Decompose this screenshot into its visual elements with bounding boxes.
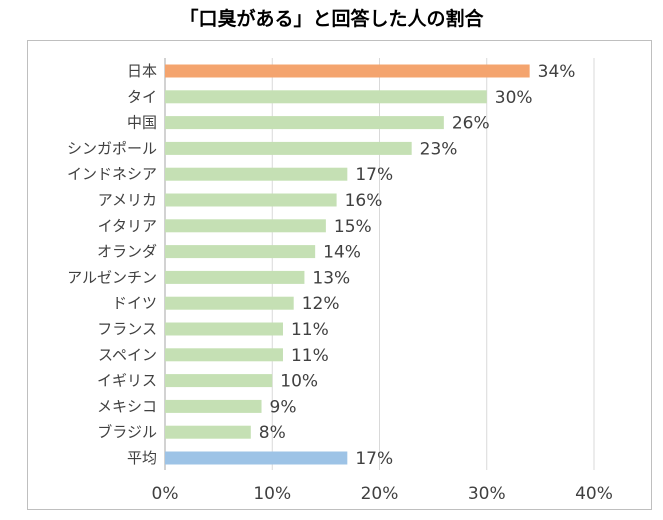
category-label: スペイン: [98, 346, 157, 364]
data-label: 15%: [334, 217, 372, 237]
category-label: 平均: [127, 449, 157, 467]
bar: [165, 90, 487, 104]
bar: [165, 451, 348, 465]
category-label: アメリカ: [98, 191, 157, 209]
category-label: インドネシア: [67, 165, 157, 183]
bar: [165, 141, 412, 155]
x-tick-label: 20%: [361, 484, 399, 504]
category-label: タイ: [127, 88, 157, 106]
data-label: 13%: [312, 268, 350, 288]
category-label: アルゼンチン: [67, 268, 157, 286]
category-label: 中国: [127, 114, 157, 132]
bar: [165, 374, 273, 388]
bar: [165, 399, 262, 413]
bar: [165, 219, 326, 233]
data-label: 9%: [270, 397, 297, 417]
data-label: 11%: [291, 346, 329, 366]
category-label: ブラジル: [97, 423, 157, 441]
bar: [165, 116, 444, 130]
bar: [165, 64, 530, 78]
category-label: オランダ: [97, 243, 157, 261]
bar: [165, 245, 316, 259]
data-label: 17%: [355, 449, 393, 469]
bar: [165, 322, 283, 336]
category-label: イタリア: [98, 217, 157, 235]
data-label: 14%: [323, 243, 361, 263]
bar: [165, 167, 348, 181]
data-label: 11%: [291, 320, 329, 340]
data-label: 30%: [495, 88, 533, 108]
bar: [165, 193, 337, 207]
category-label: フランス: [97, 320, 157, 338]
data-label: 26%: [452, 114, 490, 134]
bar: [165, 425, 251, 439]
data-label: 8%: [259, 423, 286, 443]
data-label: 16%: [345, 191, 383, 211]
data-label: 17%: [355, 165, 393, 185]
x-tick-label: 10%: [253, 484, 291, 504]
data-label: 23%: [420, 139, 458, 159]
x-tick-label: 0%: [152, 484, 179, 504]
chart-frame: [27, 40, 652, 510]
data-label: 12%: [302, 294, 340, 314]
data-label: 34%: [538, 62, 576, 82]
category-label: メキシコ: [97, 397, 157, 415]
x-tick-label: 40%: [575, 484, 613, 504]
category-label: ドイツ: [112, 294, 157, 312]
bar: [165, 296, 294, 310]
bar: [165, 348, 283, 362]
category-label: イギリス: [97, 372, 157, 390]
data-label: 10%: [280, 372, 318, 392]
chart-title: 「口臭がある」と回答した人の割合: [179, 8, 484, 30]
category-label: 日本: [127, 62, 157, 80]
x-tick-label: 30%: [468, 484, 506, 504]
bar: [165, 270, 305, 284]
category-label: シンガポール: [67, 139, 157, 157]
